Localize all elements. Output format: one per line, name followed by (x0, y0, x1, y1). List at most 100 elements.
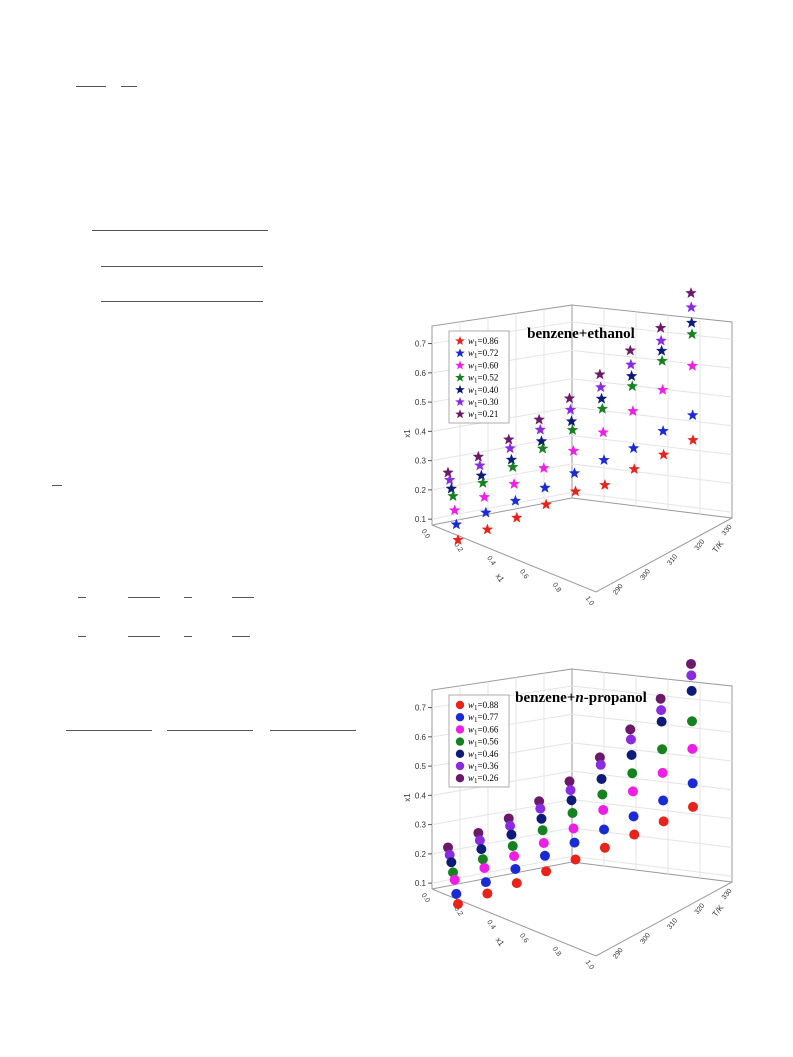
data-star (447, 490, 459, 502)
data-star (478, 491, 491, 503)
data-star (594, 368, 606, 380)
data-star (687, 434, 699, 446)
data-star (686, 409, 699, 421)
data-star (594, 381, 607, 393)
data-star (474, 459, 486, 471)
legend-marker (455, 725, 465, 734)
legend-subscript: 1 (474, 352, 478, 360)
z-tick-label: 0.4 (415, 427, 427, 436)
legend-label: w1=0.88 (468, 700, 499, 712)
legend-value: =0.21 (478, 409, 499, 419)
faint-rule (52, 485, 62, 486)
legend-value: =0.77 (478, 712, 499, 722)
data-star (685, 287, 697, 299)
legend-marker (455, 360, 465, 370)
data-circle (686, 685, 697, 696)
faint-rule (78, 636, 86, 637)
z-tick-label: 0.5 (415, 398, 427, 407)
legend-symbol: w (468, 724, 474, 734)
data-circle (598, 804, 609, 815)
data-star (568, 467, 581, 479)
data-circle (480, 877, 491, 888)
data-star (569, 485, 582, 497)
data-circle (446, 857, 457, 868)
x-tick-label: 1.0 (584, 959, 595, 971)
z-tick-label: 0.2 (415, 850, 427, 859)
legend-symbol: w (468, 348, 474, 358)
legend-label: w1=0.86 (468, 336, 499, 348)
data-circle (625, 734, 636, 745)
data-circle (688, 801, 698, 812)
data-circle (505, 820, 516, 831)
faint-rule (76, 86, 106, 87)
chart-title-part: benzene+ (515, 690, 575, 706)
data-star (564, 403, 577, 415)
x-tick-label: 0.8 (551, 582, 562, 594)
faint-rule (184, 597, 192, 598)
data-circle (451, 888, 462, 899)
legend-label: w1=0.40 (468, 385, 499, 397)
y-tick-label: 300 (639, 568, 652, 582)
data-star (655, 344, 668, 356)
legend-subscript: 1 (474, 340, 478, 348)
legend-marker (455, 372, 465, 382)
data-circle (566, 795, 577, 806)
legend-symbol: w (468, 700, 474, 710)
z-gridline (431, 855, 733, 884)
data-circle (596, 773, 607, 784)
data-circle (627, 786, 638, 797)
legend-marker (455, 384, 465, 394)
data-star (627, 405, 639, 417)
x-tick-label: 0.4 (485, 919, 496, 931)
legend-value: =0.66 (478, 724, 499, 734)
data-circle (628, 811, 639, 822)
data-star (475, 469, 488, 481)
legend-marker (455, 749, 465, 758)
data-star (508, 478, 520, 489)
data-star (450, 518, 463, 530)
data-circle (657, 767, 668, 778)
legend-symbol: w (468, 385, 474, 395)
data-circle (658, 816, 669, 827)
legend-value: =0.86 (478, 336, 499, 346)
legend-value: =0.36 (478, 761, 499, 771)
data-circle (629, 829, 640, 840)
data-star (566, 424, 579, 435)
chart-title-rest: -propanol (584, 690, 647, 706)
data-star (656, 354, 668, 366)
data-star (655, 334, 667, 346)
data-star (452, 533, 464, 545)
legend-subscript: 1 (474, 377, 478, 385)
data-circle (594, 752, 605, 763)
z-tick-label: 0.3 (415, 821, 427, 830)
z-gridline (431, 799, 733, 826)
data-circle (534, 796, 545, 807)
faint-rule (121, 86, 137, 87)
data-star (657, 425, 669, 436)
x-axis-label: x1 (494, 936, 507, 949)
legend-marker (455, 761, 465, 771)
data-circle (541, 866, 552, 877)
data-circle (537, 825, 548, 836)
data-star (598, 454, 610, 465)
data-star (625, 358, 637, 370)
faint-rule (101, 266, 263, 267)
data-circle (599, 824, 610, 835)
data-star (510, 511, 523, 523)
data-circle (687, 716, 697, 727)
x-tick-label: 0.6 (518, 932, 529, 944)
x-tick-label: 0.4 (485, 555, 496, 567)
data-circle (449, 874, 460, 885)
back-wall-right (571, 668, 733, 883)
data-star (686, 328, 698, 340)
legend-symbol: w (468, 749, 474, 759)
faint-rule (184, 636, 192, 637)
legend-subscript: 1 (474, 728, 478, 736)
data-star (685, 301, 698, 313)
legend-value: =0.52 (478, 373, 499, 383)
data-star (654, 321, 667, 333)
legend-value: =0.60 (478, 360, 499, 370)
y-tick-label: 310 (666, 917, 679, 931)
data-star (538, 462, 550, 474)
